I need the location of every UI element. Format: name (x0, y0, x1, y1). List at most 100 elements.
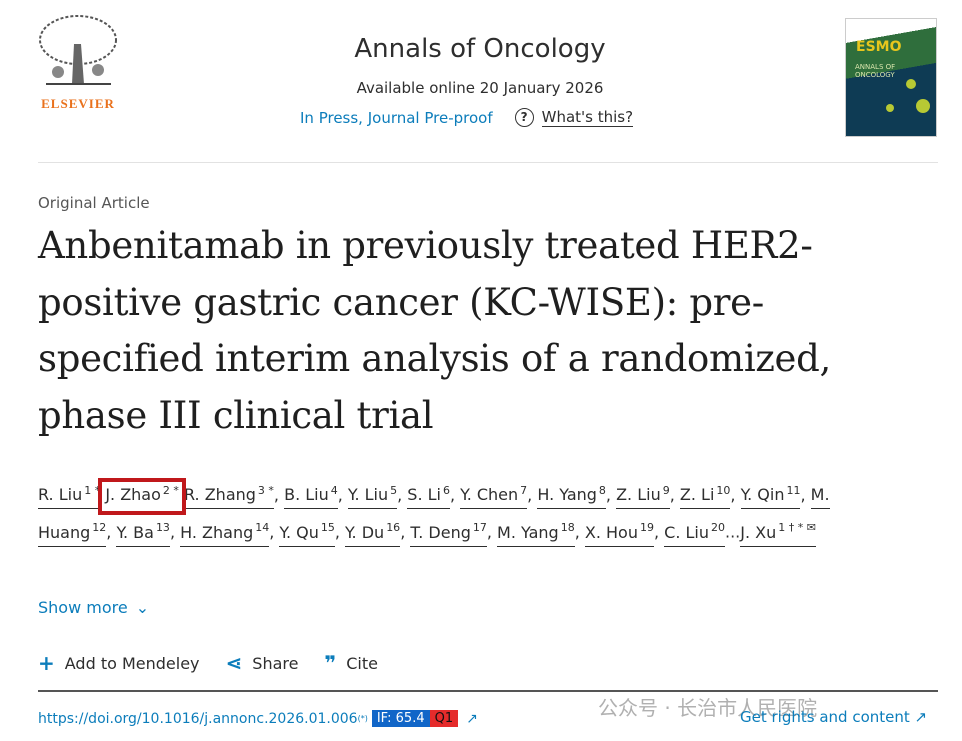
author-separator: , (273, 485, 285, 505)
chevron-down-icon: ⌄ (135, 598, 150, 617)
author-affiliation: 5 (390, 484, 398, 497)
author-name: Y. Qu (279, 522, 319, 542)
author-name: M. Huang (38, 485, 830, 542)
cover-brand: ESMO (856, 39, 902, 55)
show-more-button[interactable]: Show more ⌄ (38, 598, 149, 617)
author-link[interactable]: Y. Qu 15 (279, 521, 335, 547)
author-link[interactable]: B. Liu 4 (284, 484, 338, 510)
author-link[interactable]: Y. Liu 5 (347, 484, 398, 510)
author-separator: , (574, 522, 585, 542)
author-link[interactable]: Y. Du 16 (345, 521, 401, 547)
author-affiliation: 6 (442, 484, 450, 497)
elsevier-logo[interactable]: ELSEVIER (36, 14, 120, 111)
publisher-name: ELSEVIER (41, 96, 115, 111)
author-affiliation: 2 * (162, 484, 179, 497)
author-affiliation: 12 (92, 521, 107, 535)
author-separator: , (269, 522, 280, 542)
author-name: Z. Liu (616, 485, 661, 505)
divider (38, 690, 938, 692)
author-link[interactable]: T. Deng 17 (410, 521, 487, 547)
author-link[interactable]: Z. Liu 9 (616, 484, 670, 510)
external-link-icon[interactable]: ↗ (466, 710, 478, 727)
author-name: J. Xu (740, 522, 777, 542)
author-affiliation: 3 * (257, 484, 274, 497)
author-name: Y. Du (345, 522, 385, 542)
author-link[interactable]: Y. Qin 11 (740, 484, 801, 510)
author-affiliation: 9 (662, 484, 670, 497)
get-rights-link[interactable]: Get rights and content ↗ (740, 708, 928, 726)
author-separator: , (449, 485, 461, 505)
author-name: B. Liu (284, 485, 329, 505)
author-link[interactable]: H. Yang 8 (537, 484, 606, 510)
article-title: Anbenitamab in previously treated HER2-p… (38, 224, 831, 437)
author-link[interactable]: H. Zhang 14 (180, 521, 270, 547)
share-button[interactable]: ⋖ Share (226, 651, 299, 675)
journal-preproof-link[interactable]: In Press, Journal Pre-proof (300, 108, 493, 127)
author-separator: ... (724, 522, 741, 542)
author-affiliation: 17 (472, 521, 487, 535)
author-separator: , (397, 485, 408, 505)
author-separator: , (653, 522, 665, 542)
author-name: Y. Qin (740, 485, 785, 505)
cite-label: Cite (346, 653, 378, 673)
available-date: Available online 20 January 2026 (356, 79, 604, 97)
author-name: H. Yang (537, 485, 597, 505)
author-name: Z. Li (679, 485, 715, 505)
author-separator: , (605, 485, 617, 505)
author-name: M. Yang (497, 522, 559, 542)
journal-title[interactable]: Annals of Oncology (354, 34, 606, 64)
author-link[interactable]: J. Zhao 2 * (98, 478, 186, 516)
author-affiliation: 1 † * ✉ (778, 521, 816, 535)
author-separator: , (486, 522, 498, 542)
author-name: R. Zhang (184, 485, 256, 505)
author-separator: , (169, 522, 181, 542)
cover-title: ANNALS OF ONCOLOGY (855, 63, 896, 79)
journal-cover[interactable]: ESMO ANNALS OF ONCOLOGY (845, 18, 937, 137)
author-name: H. Zhang (180, 522, 254, 542)
author-link[interactable]: Y. Chen 7 (460, 484, 528, 510)
doi-mark: (*) (357, 714, 368, 723)
quote-icon: ❞ (324, 651, 337, 675)
author-name: X. Hou (584, 522, 638, 542)
author-link[interactable]: Z. Li 10 (679, 484, 731, 510)
author-list: R. Liu 1 * J. Zhao 2 * R. Zhang 3 *, B. Liu… (38, 474, 908, 549)
author-affiliation: 16 (386, 521, 401, 535)
divider (38, 162, 938, 163)
author-link[interactable]: J. Xu 1 † * ✉ (740, 521, 816, 547)
author-affiliation: 1 * (84, 484, 101, 497)
whats-this-label: What's this? (541, 108, 634, 127)
author-separator: , (106, 522, 117, 542)
author-separator: , (337, 485, 348, 505)
author-link[interactable]: X. Hou 19 (584, 521, 654, 547)
author-link[interactable]: M. Huang 12 (38, 485, 830, 547)
author-separator: , (334, 522, 346, 542)
author-name: R. Liu (38, 485, 83, 505)
article-type: Original Article (38, 194, 150, 212)
author-separator: , (669, 485, 680, 505)
author-name: Y. Ba (116, 522, 154, 542)
whats-this-link[interactable]: ? What's this? (514, 108, 634, 127)
add-to-mendeley-button[interactable]: + Add to Mendeley (38, 651, 200, 675)
author-affiliation: 4 (330, 484, 338, 497)
author-link[interactable]: R. Zhang 3 * (184, 484, 274, 510)
author-affiliation: 11 (786, 484, 801, 497)
author-separator: , (730, 485, 741, 505)
author-affiliation: 8 (598, 484, 606, 497)
author-link[interactable]: M. Yang 18 (497, 521, 575, 547)
author-link[interactable]: R. Liu 1 * (38, 484, 101, 510)
author-name: S. Li (407, 485, 441, 505)
author-link[interactable]: C. Liu 20 (664, 521, 725, 547)
author-name: Y. Liu (347, 485, 389, 505)
plus-icon: + (38, 651, 55, 675)
doi-link[interactable]: https://doi.org/10.1016/j.annonc.2026.01… (38, 710, 358, 727)
author-link[interactable]: Y. Ba 13 (116, 521, 170, 547)
author-affiliation: 14 (255, 521, 270, 535)
watermark: 公众号 · 长治市人民医院 (598, 696, 818, 720)
impact-factor-badge: IF: 65.4 (371, 710, 430, 727)
author-name: T. Deng (410, 522, 471, 542)
author-name: Y. Chen (460, 485, 519, 505)
author-link[interactable]: S. Li 6 (407, 484, 450, 510)
question-icon: ? (514, 108, 534, 127)
share-icon: ⋖ (225, 651, 243, 675)
cite-button[interactable]: ❞ Cite (324, 651, 377, 675)
